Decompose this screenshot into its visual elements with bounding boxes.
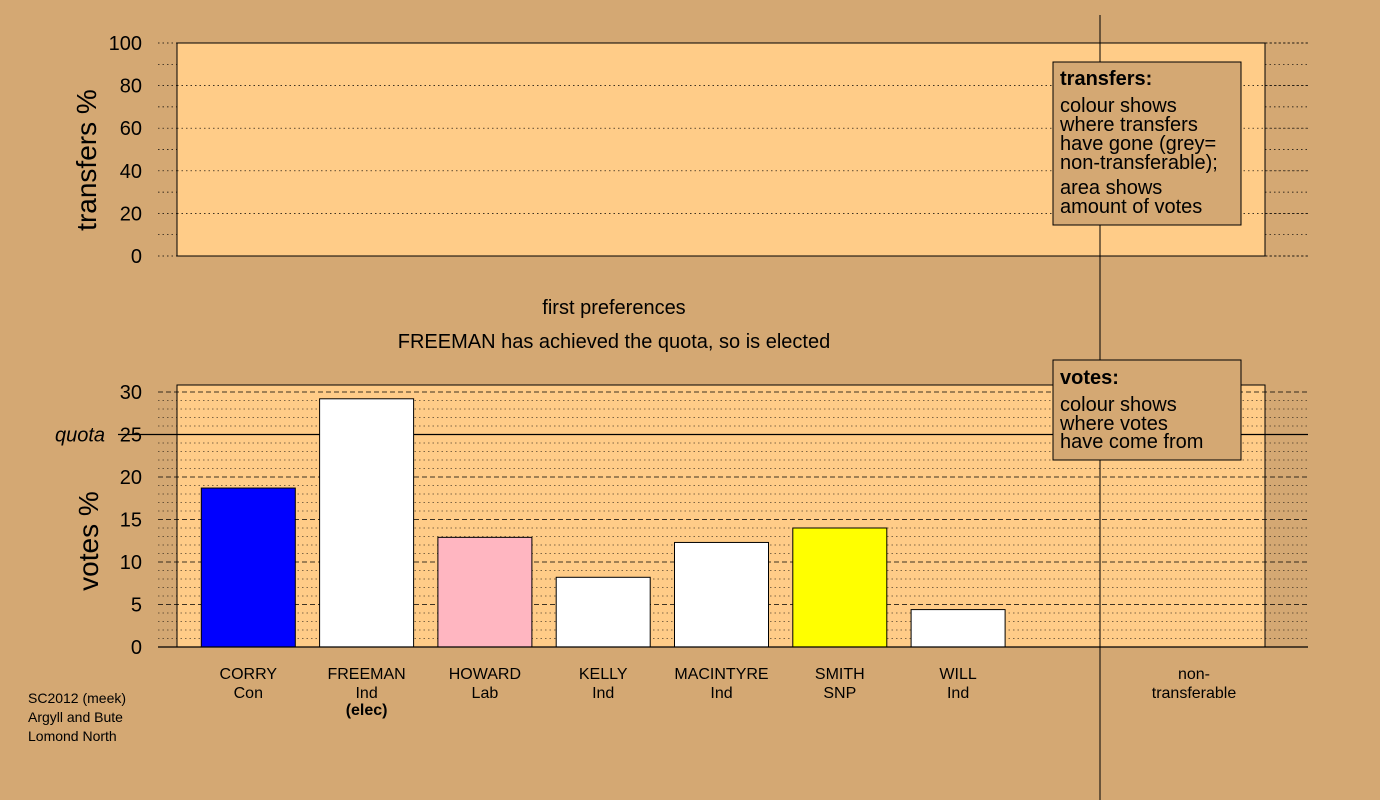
transfers-legend-line: have gone (grey=	[1060, 133, 1216, 155]
quota-label: quota	[55, 425, 105, 447]
y-tick-label: 0	[131, 637, 142, 659]
transfers-legend-line: area shows	[1060, 177, 1162, 199]
transfers-legend-box	[1052, 61, 1242, 226]
bar-smith	[792, 527, 888, 648]
bar-will	[910, 609, 1006, 648]
votes-legend-line: have come from	[1060, 431, 1203, 453]
candidate-name: WILL	[939, 666, 976, 683]
transfers-legend-line: where transfers	[1059, 114, 1198, 136]
candidate-name: MACINTYRE	[674, 666, 768, 683]
votes-legend-title: votes:	[1060, 367, 1119, 389]
candidate-name: HOWARD	[449, 666, 521, 683]
y-axis-label: transfers %	[71, 89, 102, 231]
y-tick-label: 0	[131, 246, 142, 268]
election-meta-line1: SC2012 (meek)	[28, 690, 126, 706]
votes-legend-box	[1052, 359, 1242, 461]
transfers-legend-line: colour shows	[1060, 95, 1177, 117]
y-axis-label: votes %	[73, 491, 104, 591]
candidate-party: SNP	[823, 685, 856, 702]
bar-kelly	[555, 576, 651, 648]
y-tick-label: 40	[120, 161, 142, 183]
candidate-party: Lab	[472, 685, 499, 702]
y-tick-label: 20	[120, 467, 142, 489]
candidate-name: CORRY	[220, 666, 278, 683]
votes-legend-line: where votes	[1059, 413, 1168, 435]
bar-corry	[200, 487, 296, 648]
votes-legend: votes: colour shows where votes have com…	[1052, 359, 1242, 461]
candidate-name: FREEMAN	[327, 666, 405, 683]
votes-legend-line: colour shows	[1060, 394, 1177, 416]
y-tick-label: 100	[109, 33, 142, 55]
y-tick-label: 10	[120, 552, 142, 574]
candidate-party: Ind	[710, 685, 732, 702]
votes-panel: 051015202530quotaCORRYConFREEMANInd(elec…	[55, 382, 1308, 719]
stage-caption: first preferences	[542, 297, 685, 319]
election-meta-line2: Argyll and Bute	[28, 709, 123, 725]
candidate-party: Ind	[592, 685, 614, 702]
candidate-party: Ind	[947, 685, 969, 702]
candidate-name: KELLY	[579, 666, 628, 683]
transfers-legend-title: transfers:	[1060, 68, 1152, 90]
y-tick-label: 60	[120, 118, 142, 140]
status-caption: FREEMAN has achieved the quota, so is el…	[398, 331, 830, 353]
bar-freeman	[319, 398, 415, 648]
nontransferable-label: transferable	[1152, 685, 1237, 702]
y-tick-label: 25	[120, 425, 142, 447]
candidate-status: (elec)	[346, 702, 388, 719]
y-tick-label: 20	[120, 203, 142, 225]
y-tick-label: 80	[120, 76, 142, 98]
y-tick-label: 30	[120, 382, 142, 404]
transfers-legend-line: amount of votes	[1060, 196, 1202, 218]
transfers-legend-line: non-transferable);	[1060, 152, 1218, 174]
candidate-party: Ind	[355, 685, 377, 702]
election-meta-line3: Lomond North	[28, 728, 117, 744]
bar-macintyre	[674, 541, 769, 648]
nontransferable-label: non-	[1178, 666, 1210, 683]
y-tick-label: 5	[131, 595, 142, 617]
transfers-legend: transfers: colour shows where transfers …	[1052, 61, 1242, 226]
y-tick-label: 15	[120, 510, 142, 532]
candidate-name: SMITH	[815, 666, 865, 683]
candidate-party: Con	[234, 685, 263, 702]
bar-howard	[437, 536, 533, 648]
